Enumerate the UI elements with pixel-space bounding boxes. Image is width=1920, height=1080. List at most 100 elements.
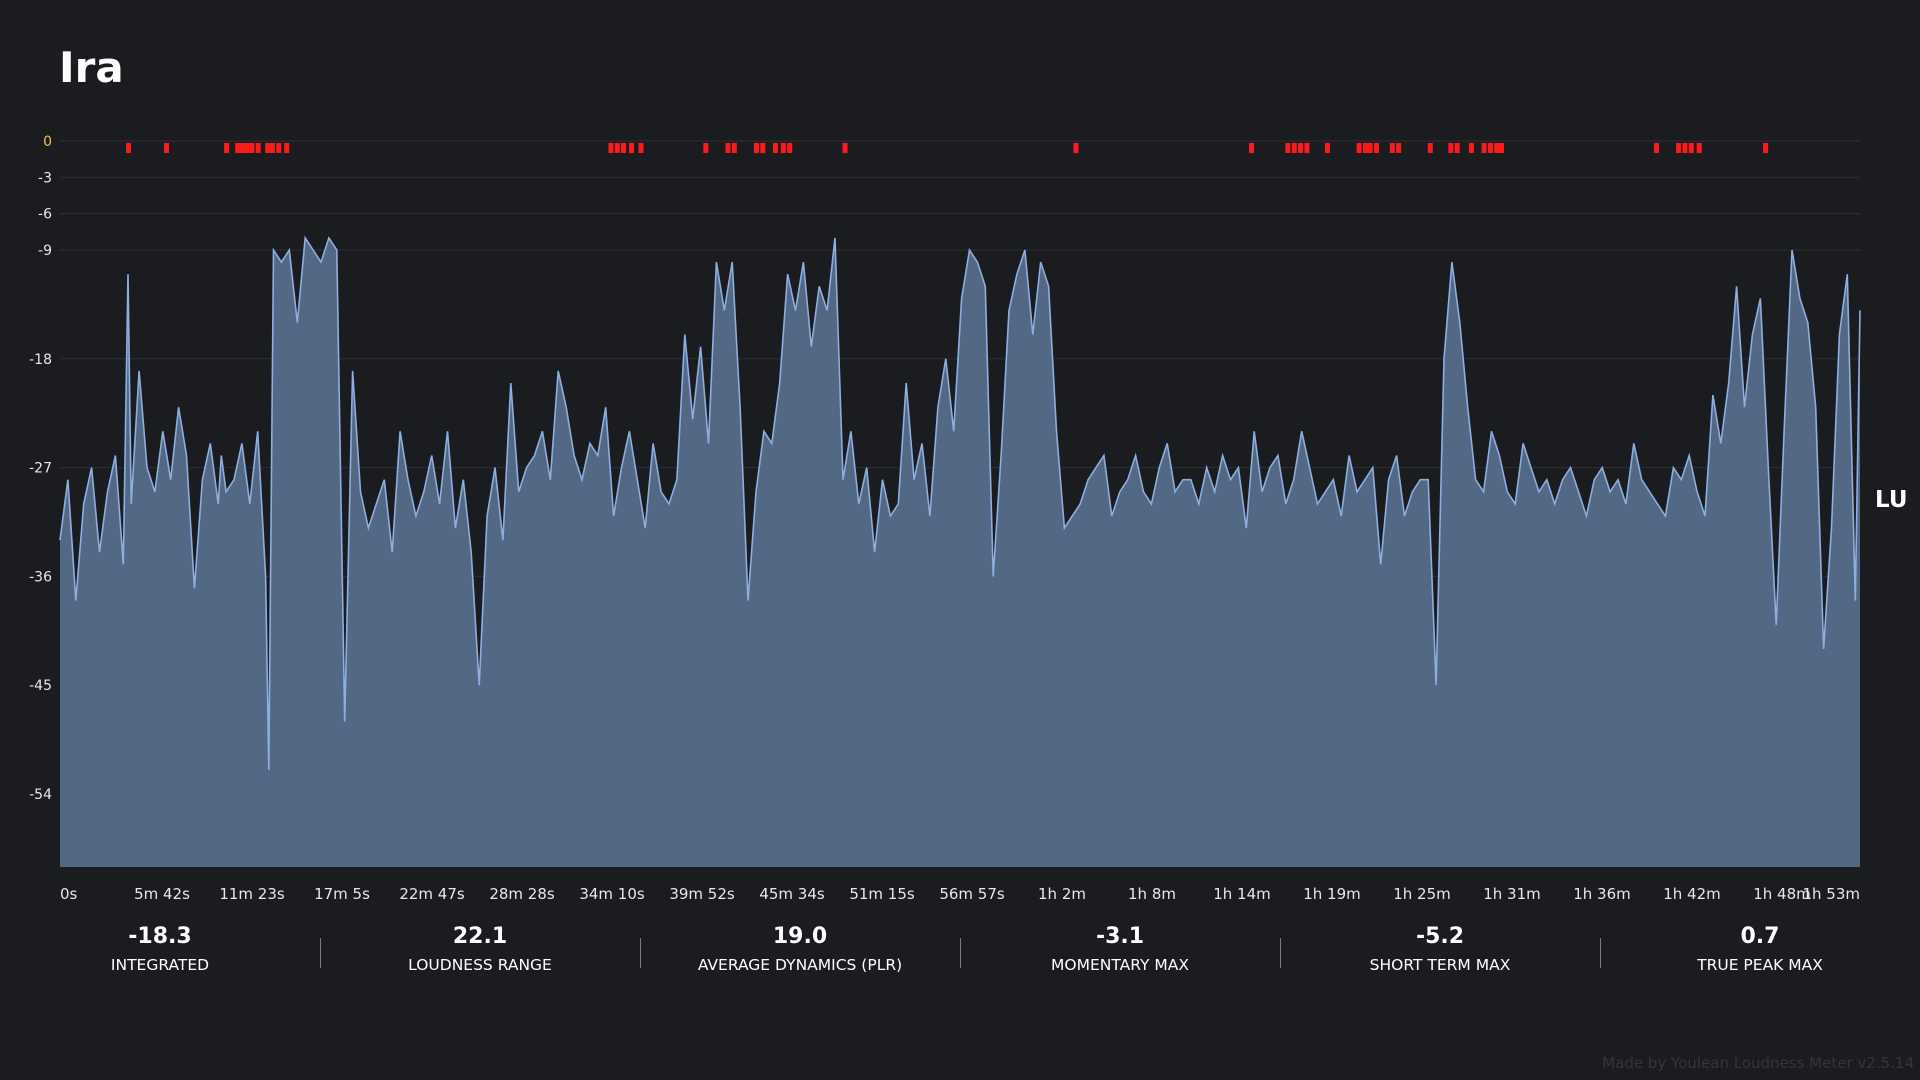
peak-marker xyxy=(731,143,737,153)
peak-marker xyxy=(1298,143,1304,153)
peak-marker xyxy=(703,143,709,153)
stat-short-term-max: -5.2 SHORT TERM MAX xyxy=(1280,920,1600,976)
peak-marker xyxy=(1362,143,1368,153)
y-tick-label: -36 xyxy=(29,569,52,585)
peak-marker xyxy=(1373,143,1379,153)
peak-marker xyxy=(780,143,786,153)
peak-marker xyxy=(1481,143,1487,153)
peak-marker xyxy=(244,143,250,153)
peak-marker xyxy=(1494,143,1500,153)
x-tick-label: 1h 53m xyxy=(1802,885,1860,903)
peak-marker xyxy=(1427,143,1433,153)
peak-marker xyxy=(1389,143,1395,153)
stat-integrated: -18.3 INTEGRATED xyxy=(0,920,320,976)
stat-divider xyxy=(1280,938,1281,968)
stat-value: 0.7 xyxy=(1740,924,1780,949)
peak-marker xyxy=(1454,143,1460,153)
loudness-chart: 0 -3 -6 -9 -18 -27 -36 -45 -54 0s 5m 42s 11m 23s 17… xyxy=(29,134,1861,903)
y-tick-label: -27 xyxy=(29,461,52,477)
peak-marker xyxy=(1487,143,1493,153)
stat-true-peak-max: 0.7 TRUE PEAK MAX xyxy=(1600,920,1920,976)
loudness-line xyxy=(59,235,1861,770)
peak-marker xyxy=(1249,143,1255,153)
peak-marker xyxy=(614,143,620,153)
x-tick-label: 1h 14m xyxy=(1213,885,1271,903)
peak-marker xyxy=(126,143,132,153)
peak-marker xyxy=(772,143,778,153)
stat-divider xyxy=(1600,938,1601,968)
stat-label: MOMENTARY MAX xyxy=(1051,956,1189,974)
stat-label: TRUE PEAK MAX xyxy=(1697,956,1823,974)
true-peak-markers xyxy=(126,143,1769,153)
x-tick-label: 1h 36m xyxy=(1573,885,1631,903)
x-tick-label: 28m 28s xyxy=(489,885,555,903)
y-tick-label: -3 xyxy=(38,170,52,186)
peak-marker xyxy=(1696,143,1702,153)
peak-marker xyxy=(1367,143,1373,153)
y-tick-label: -18 xyxy=(29,352,52,368)
x-tick-label: 39m 52s xyxy=(669,885,735,903)
x-tick-label: 11m 23s xyxy=(219,885,285,903)
x-tick-label: 1h 25m xyxy=(1393,885,1451,903)
stat-label: AVERAGE DYNAMICS (PLR) xyxy=(697,956,903,974)
peak-marker xyxy=(235,143,241,153)
stat-average-dynamics: 19.0 AVERAGE DYNAMICS (PLR) xyxy=(640,920,960,976)
x-tick-label: 0s xyxy=(60,885,78,903)
peak-marker xyxy=(760,143,766,153)
loudness-area xyxy=(59,235,1861,867)
y-axis-labels: 0 -3 -6 -9 -18 -27 -36 -45 -54 xyxy=(29,134,52,803)
loudness-fill xyxy=(60,237,1860,867)
x-tick-label: 56m 57s xyxy=(939,885,1005,903)
credit-watermark: Made by Youlean Loudness Meter v2.5.14 xyxy=(1602,1054,1914,1072)
peak-marker xyxy=(1324,143,1330,153)
unit-label: LU xyxy=(1875,487,1908,513)
peak-marker xyxy=(255,143,261,153)
stat-label: LOUDNESS RANGE xyxy=(408,956,552,974)
peak-marker xyxy=(1653,143,1659,153)
report-title: Ira xyxy=(59,43,124,92)
peak-marker xyxy=(621,143,627,153)
y-tick-label: -6 xyxy=(38,207,52,223)
peak-marker xyxy=(1498,143,1504,153)
peak-marker xyxy=(1073,143,1079,153)
x-tick-label: 34m 10s xyxy=(579,885,645,903)
peak-marker xyxy=(753,143,759,153)
x-tick-label: 1h 42m xyxy=(1663,885,1721,903)
stat-label: INTEGRATED xyxy=(110,956,210,974)
peak-marker xyxy=(1285,143,1291,153)
x-tick-label: 17m 5s xyxy=(314,885,370,903)
x-tick-label: 1h 19m xyxy=(1303,885,1361,903)
peak-marker xyxy=(1304,143,1310,153)
peak-marker xyxy=(1468,143,1474,153)
peak-marker xyxy=(1448,143,1454,153)
y-tick-label: -9 xyxy=(38,243,52,259)
peak-marker xyxy=(1291,143,1297,153)
peak-marker xyxy=(224,143,230,153)
stat-value: -5.2 xyxy=(1415,924,1465,949)
x-tick-label: 1h 2m xyxy=(1038,885,1086,903)
peak-marker xyxy=(629,143,635,153)
peak-marker xyxy=(269,143,275,153)
stat-value: -18.3 xyxy=(128,924,192,949)
x-tick-label: 5m 42s xyxy=(134,885,190,903)
stats-bar: -18.3 INTEGRATED 22.1 LOUDNESS RANGE 19.… xyxy=(0,920,1920,990)
x-tick-label: 45m 34s xyxy=(759,885,825,903)
stat-divider xyxy=(640,938,641,968)
x-axis-labels: 0s 5m 42s 11m 23s 17m 5s 22m 47s 28m 28s 34m 1… xyxy=(60,885,1860,903)
y-tick-label: -45 xyxy=(29,678,52,694)
x-tick-label: 1h 48m xyxy=(1753,885,1811,903)
peak-marker xyxy=(787,143,793,153)
peak-marker xyxy=(249,143,255,153)
stat-value: 19.0 xyxy=(772,924,828,949)
x-tick-label: 1h 31m xyxy=(1483,885,1541,903)
peak-marker xyxy=(608,143,614,153)
stat-momentary-max: -3.1 MOMENTARY MAX xyxy=(960,920,1280,976)
peak-marker xyxy=(1396,143,1402,153)
peak-marker xyxy=(1688,143,1694,153)
stat-divider xyxy=(320,938,321,968)
peak-marker xyxy=(284,143,290,153)
peak-marker xyxy=(1676,143,1682,153)
peak-marker xyxy=(1763,143,1769,153)
peak-marker xyxy=(725,143,731,153)
